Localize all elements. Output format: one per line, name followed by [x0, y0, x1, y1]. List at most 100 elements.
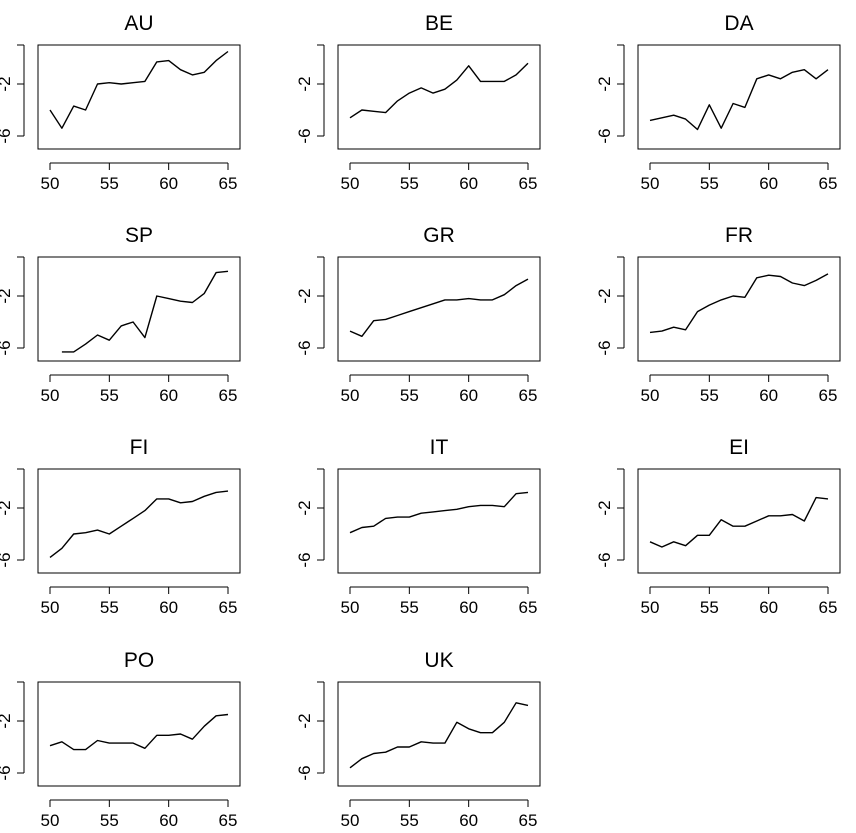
panel-fi: FI 50 55 60 65 -6 -2	[0, 436, 241, 617]
x-axis: 50 55 60 65	[341, 586, 538, 617]
x-tick-label: 50	[341, 174, 360, 193]
panel-title: IT	[430, 436, 449, 459]
y-tick-label: -6	[295, 765, 314, 780]
series-line-fi	[49, 490, 229, 558]
x-tick-label: 50	[641, 598, 660, 617]
x-axis: 50 55 60 65	[341, 162, 537, 193]
panel-it: IT 50 55 60 65 -6 -2	[295, 436, 541, 617]
panel-da: DA 50 55 60 65 -6 -2	[595, 12, 841, 193]
panel-title: PO	[124, 649, 154, 672]
y-tick-label: -6	[595, 552, 614, 567]
y-tick-label: -6	[295, 340, 314, 355]
x-axis: 50 55 60 65	[341, 374, 537, 405]
series-line-fr	[649, 273, 829, 334]
y-tick-label: -6	[595, 340, 614, 355]
plot-frame	[337, 44, 541, 150]
panel-title: FR	[725, 224, 753, 247]
panel-ei: EI 50 55 60 65 -6 -2	[595, 436, 841, 617]
series-line-po	[49, 713, 229, 751]
x-tick-label: 55	[400, 174, 419, 193]
x-tick-label: 50	[41, 174, 60, 193]
x-tick-label: 50	[41, 598, 60, 617]
x-tick-label: 60	[759, 598, 778, 617]
x-tick-label: 55	[100, 386, 119, 405]
series-line-gr	[349, 278, 529, 337]
y-tick-label: -2	[0, 713, 14, 728]
y-axis: -6 -2	[0, 681, 25, 781]
series-line-uk	[349, 702, 529, 769]
series-line-au	[49, 50, 229, 129]
panel-uk: UK 50 55 60 65 -6 -2	[295, 649, 541, 830]
x-tick-label: 60	[159, 598, 178, 617]
y-tick-label: -2	[295, 500, 314, 515]
x-tick-label: 60	[459, 598, 478, 617]
panel-title: UK	[424, 649, 453, 672]
y-axis: -6 -2	[595, 468, 625, 568]
series-line-it	[349, 491, 529, 534]
x-axis: 50 55 60 65	[641, 162, 837, 193]
y-tick-label: -2	[295, 713, 314, 728]
y-tick-label: -6	[295, 128, 314, 143]
y-axis: -6 -2	[295, 681, 325, 781]
plot-frame	[637, 44, 841, 150]
y-tick-label: -2	[295, 76, 314, 91]
x-tick-label: 55	[700, 386, 719, 405]
y-axis: -6 -2	[295, 468, 325, 568]
panel-sp: SP 50 55 60 65 -6 -2	[0, 224, 241, 405]
x-tick-label: 65	[219, 811, 238, 830]
y-tick-label: -2	[595, 500, 614, 515]
y-tick-label: -2	[295, 288, 314, 303]
panel-title: EI	[729, 436, 749, 459]
x-tick-label: 50	[41, 811, 60, 830]
panel-title: FI	[130, 436, 149, 459]
x-tick-label: 60	[159, 174, 178, 193]
plot-frame	[337, 468, 541, 574]
plot-frame	[637, 256, 841, 362]
x-axis: 50 55 60 65	[641, 586, 838, 617]
plot-frame	[37, 681, 241, 787]
y-tick-label: -2	[0, 288, 14, 303]
x-axis: 50 55 60 65	[641, 374, 837, 405]
x-tick-label: 55	[100, 598, 119, 617]
y-axis: -6 -2	[595, 256, 625, 356]
x-tick-label: 60	[159, 811, 178, 830]
y-axis: -6 -2	[295, 256, 325, 356]
x-tick-label: 65	[819, 598, 838, 617]
x-tick-label: 65	[519, 811, 538, 830]
x-axis: 50 55 60 65	[41, 586, 238, 617]
y-axis: -6 -2	[0, 44, 25, 144]
x-axis: 50 55 60 65	[341, 799, 538, 830]
y-axis: -6 -2	[595, 44, 625, 144]
panel-title: BE	[425, 12, 453, 35]
x-tick-label: 60	[459, 174, 478, 193]
x-tick-label: 65	[519, 598, 538, 617]
panel-title: SP	[125, 224, 153, 247]
x-tick-label: 55	[100, 174, 119, 193]
series-line-da	[649, 68, 829, 131]
y-tick-label: -6	[0, 340, 14, 355]
y-axis: -6 -2	[295, 44, 325, 144]
x-tick-label: 50	[341, 811, 360, 830]
x-tick-label: 50	[641, 174, 660, 193]
y-tick-label: -2	[595, 76, 614, 91]
x-tick-label: 50	[341, 598, 360, 617]
y-tick-label: -2	[595, 288, 614, 303]
x-tick-label: 55	[400, 811, 419, 830]
y-tick-label: -6	[0, 765, 14, 780]
x-tick-label: 55	[700, 174, 719, 193]
panel-po: PO 50 55 60 65 -6 -2	[0, 649, 241, 830]
panel-be: BE 50 55 60 65 -6 -2	[295, 12, 541, 193]
x-tick-label: 50	[41, 386, 60, 405]
plot-frame	[637, 468, 841, 574]
x-tick-label: 65	[219, 598, 238, 617]
y-tick-label: -6	[295, 552, 314, 567]
panel-title: GR	[423, 224, 455, 247]
series-line-ei	[649, 496, 829, 548]
x-tick-label: 55	[100, 811, 119, 830]
x-tick-label: 55	[400, 598, 419, 617]
y-axis: -6 -2	[0, 468, 25, 568]
panel-au: AU 50 55 60 65 -6 -2	[0, 12, 241, 193]
panel-title: AU	[124, 12, 153, 35]
y-tick-label: -2	[0, 76, 14, 91]
